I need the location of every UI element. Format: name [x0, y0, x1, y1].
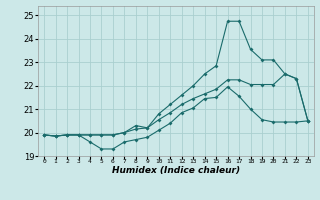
X-axis label: Humidex (Indice chaleur): Humidex (Indice chaleur)	[112, 166, 240, 175]
